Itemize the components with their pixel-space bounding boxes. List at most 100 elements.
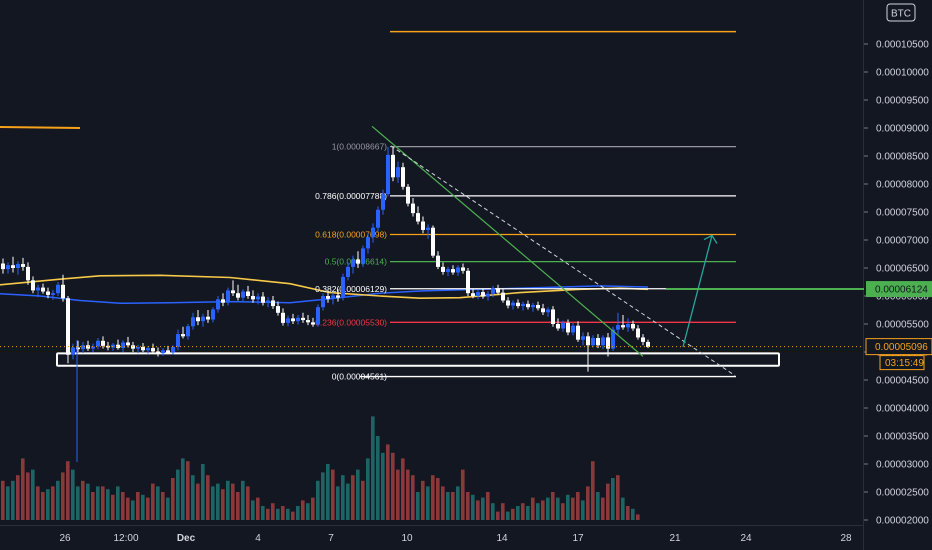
candle-body <box>526 303 530 308</box>
candle-body <box>206 316 210 320</box>
fib-level-label: 0.236(0.00005530) <box>315 317 387 327</box>
volume-bar <box>91 492 95 520</box>
volume-bar <box>571 497 575 520</box>
projection-arrow[interactable] <box>682 234 718 348</box>
projection-arrow-head <box>703 234 718 244</box>
candle-body <box>451 269 455 273</box>
candle-body <box>1 263 5 270</box>
time-axis-label: 7 <box>328 533 334 544</box>
volume-bar <box>71 469 75 520</box>
candle-body <box>16 264 20 268</box>
candle-body <box>221 299 225 303</box>
volume-bar <box>501 503 505 520</box>
candle-body <box>81 345 85 350</box>
volume-bar <box>206 475 210 520</box>
candle-body <box>616 325 620 330</box>
volume-bar <box>521 503 525 520</box>
candle-body <box>386 154 390 195</box>
volume-bar <box>151 483 155 520</box>
dashed-trendline[interactable] <box>390 145 736 376</box>
candle-body <box>241 291 245 298</box>
candlesticks <box>1 147 650 462</box>
volume-bar <box>321 472 325 520</box>
volume-bar <box>131 500 135 520</box>
candle-body <box>66 298 70 355</box>
volume-bar <box>606 483 610 520</box>
volume-bar <box>486 492 490 520</box>
volume-bar <box>626 506 630 520</box>
candle-body <box>166 350 170 353</box>
volume-bar <box>601 497 605 520</box>
time-axis-label: 4 <box>255 533 261 544</box>
candle-body <box>551 309 555 324</box>
candle-body <box>21 264 25 267</box>
price-axis-label: 0.00007500 <box>876 208 929 219</box>
descending-trendline[interactable] <box>371 125 644 357</box>
countdown-label: 03:15:49 <box>885 358 924 369</box>
candle-body <box>111 344 115 348</box>
volume-bar <box>421 480 425 520</box>
candle-body <box>356 259 360 264</box>
candle-body <box>401 167 405 187</box>
volume-bar <box>616 475 620 520</box>
volume-bar <box>551 492 555 520</box>
candle-body <box>346 266 350 277</box>
volume-bar <box>376 436 380 520</box>
volume-bar <box>506 511 510 520</box>
volume-bar <box>181 458 185 520</box>
volume-bar <box>411 475 415 520</box>
volume-bar <box>386 444 390 520</box>
volume-bar <box>596 492 600 520</box>
moving-average-blue <box>0 285 649 305</box>
candle-body <box>361 248 365 264</box>
ticker-badge[interactable]: BTC <box>886 3 916 22</box>
candle-body <box>376 209 380 228</box>
price-tag-label: 0.00005096 <box>875 342 928 353</box>
candle-body <box>51 293 55 295</box>
volume-bar <box>621 497 625 520</box>
volume-bar <box>141 494 145 520</box>
price-axis-label: 0.00002500 <box>876 488 929 499</box>
candle-body <box>286 318 290 323</box>
candle-body <box>216 299 220 310</box>
candle-body <box>486 293 490 297</box>
support-zone-box[interactable] <box>56 352 780 367</box>
price-tags: 0.00006124 0.00005096 03:15:49 <box>865 281 932 371</box>
volume-bar <box>381 452 385 520</box>
volume-bar <box>301 500 305 520</box>
candle-body <box>36 287 40 291</box>
candle-body <box>411 203 415 214</box>
time-axis-labels[interactable]: 26 12:00 Dec 4 7 10 14 17 21 24 28 <box>59 533 852 544</box>
volume-bar <box>291 511 295 520</box>
candle-body <box>436 255 440 267</box>
volume-bar <box>371 416 375 520</box>
candle-body <box>446 269 450 272</box>
price-axis-label: 0.00004500 <box>876 376 929 387</box>
volume-bar <box>461 469 465 520</box>
volume-bar <box>611 478 615 520</box>
volume-bar <box>476 500 480 520</box>
time-axis-label: 12:00 <box>113 533 138 544</box>
candle-body <box>61 284 65 299</box>
volume-bar <box>31 469 35 520</box>
volume-bar <box>516 506 520 520</box>
volume-bar <box>166 497 170 520</box>
volume-bar <box>171 478 175 520</box>
fibonacci-retracement[interactable]: 1(0.00008667) 0.786(0.00007788) 0.618(0.00… <box>315 30 736 382</box>
candle-body <box>321 296 325 308</box>
volume-bar <box>236 492 240 520</box>
candle-body <box>421 221 425 230</box>
volume-bar <box>406 469 410 520</box>
candle-body <box>141 346 145 351</box>
candle-body <box>91 346 95 349</box>
fib-level-label: 0(0.00004561) <box>332 372 387 382</box>
candle-body <box>471 293 475 296</box>
volume-bar <box>546 497 550 520</box>
volume-bar <box>56 480 60 520</box>
volume-bar <box>221 489 225 520</box>
candle-body <box>511 302 515 306</box>
horizontal-level-left[interactable] <box>0 126 81 129</box>
candle-body <box>341 276 345 298</box>
candle-body <box>316 307 320 325</box>
